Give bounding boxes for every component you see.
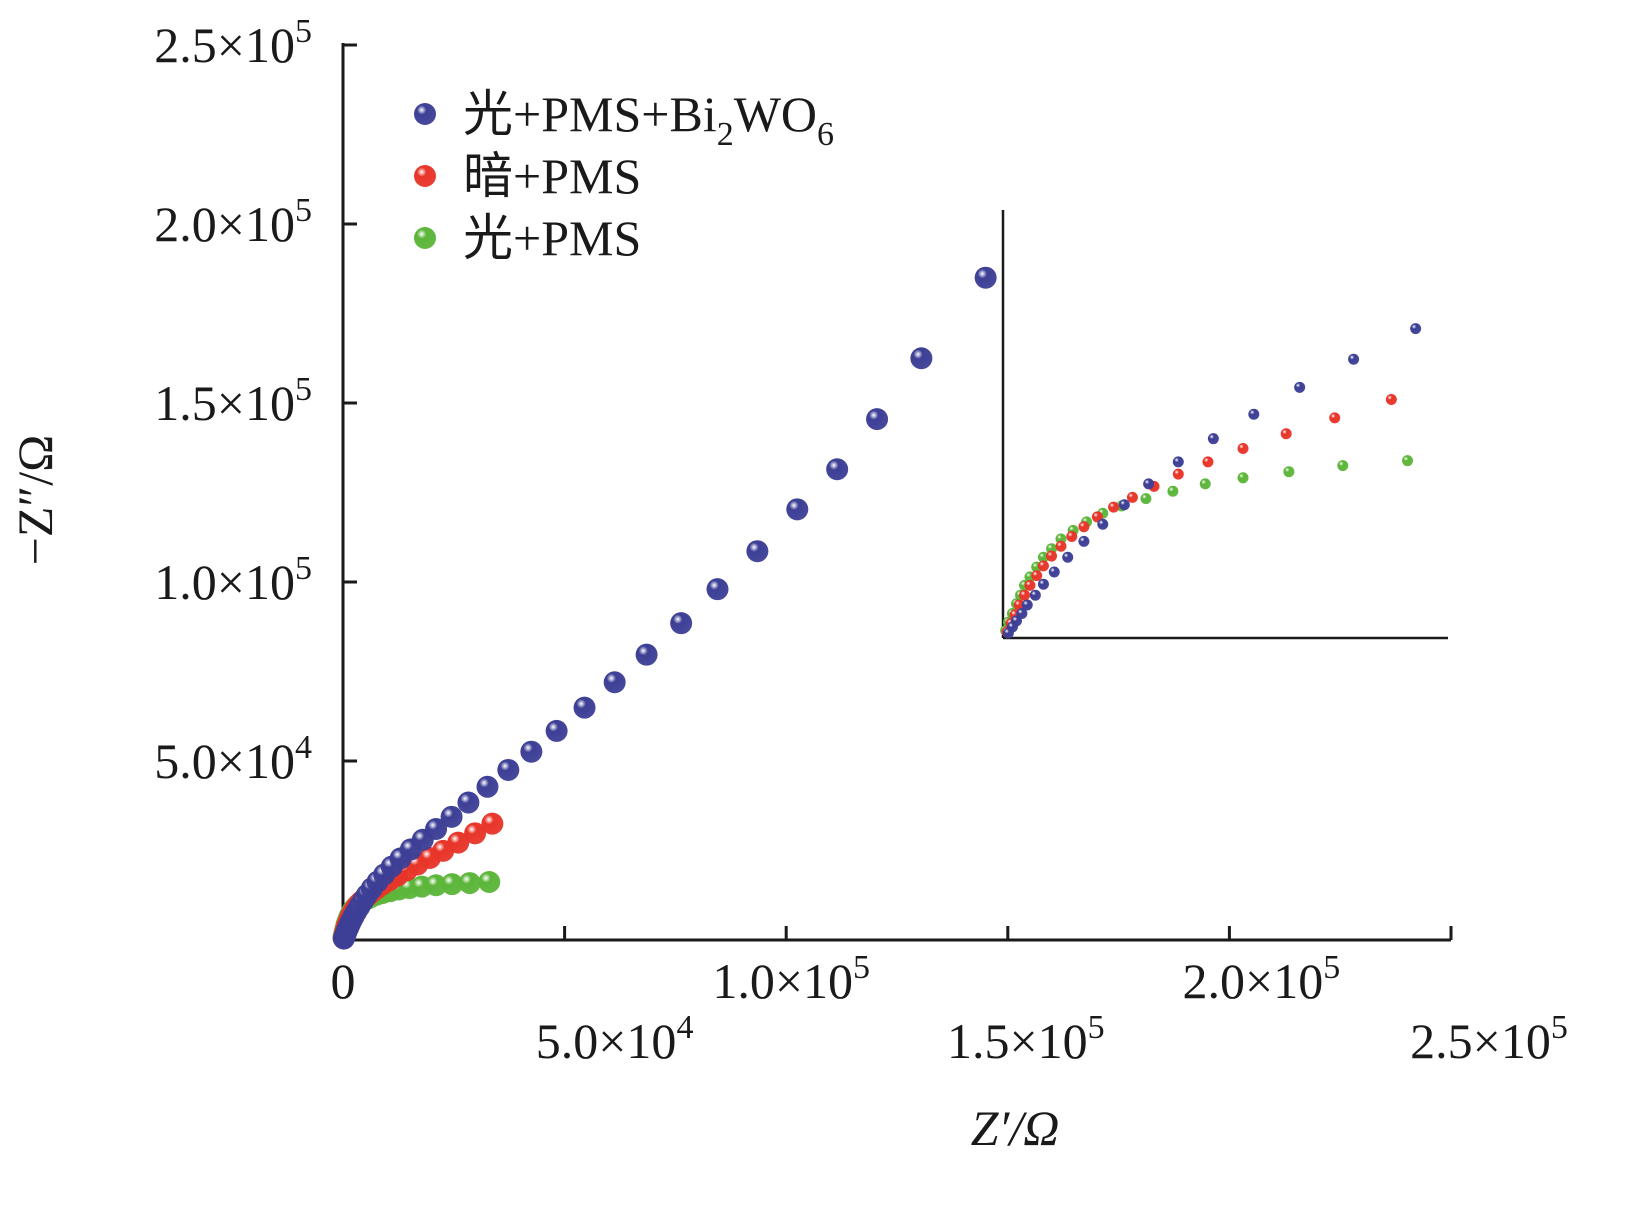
legend-marker-2 — [414, 165, 436, 187]
inset-data-point-series-2 — [1202, 456, 1214, 468]
inset-data-point-series-1 — [1097, 518, 1109, 530]
inset-data-point-series-2 — [1013, 599, 1025, 611]
inset-data-point-series-1 — [1078, 535, 1090, 547]
data-point-series-1 — [670, 612, 693, 635]
inset-data-point-series-3 — [1402, 455, 1414, 467]
main-tick-labels: 5.0×104 1.0×105 1.5×105 2.0×105 2.5×105 0 5.0×… — [154, 13, 1568, 1069]
inset-data-point-series-1 — [1062, 551, 1074, 563]
data-point-series-1 — [866, 408, 889, 431]
data-point-series-1 — [497, 758, 520, 781]
data-point-series-2 — [481, 812, 504, 835]
tick-label: 2.5×105 — [1410, 1009, 1568, 1069]
inset-data-point-series-1 — [1029, 589, 1041, 601]
data-point-series-1 — [635, 643, 658, 666]
inset-data-point-series-3 — [1283, 466, 1295, 478]
tick-label: 1.0×105 — [712, 949, 870, 1009]
data-point-series-2 — [464, 822, 487, 845]
data-point-series-1 — [974, 266, 997, 289]
inset-data-point-series-2 — [1329, 412, 1341, 424]
data-point-series-3 — [478, 871, 501, 894]
main-plot-points — [332, 266, 997, 950]
data-point-series-1 — [786, 498, 809, 521]
x-axis-label: Z′/Ω — [971, 1100, 1060, 1156]
inset-data-point-series-3 — [1037, 551, 1049, 563]
inset-data-point-series-2 — [1126, 491, 1138, 503]
tick-label: 0 — [331, 953, 356, 1009]
data-point-series-1 — [826, 458, 849, 481]
data-point-series-1 — [457, 791, 480, 814]
inset-data-point-series-1 — [1037, 578, 1049, 590]
inset-data-point-series-1 — [1207, 433, 1219, 445]
inset-data-point-series-2 — [1046, 550, 1058, 562]
inset-data-point-series-1 — [1016, 608, 1028, 620]
inset-data-point-series-2 — [1078, 521, 1090, 533]
inset-data-point-series-2 — [1031, 570, 1043, 582]
inset-data-point-series-2 — [1385, 394, 1397, 406]
inset-data-point-series-1 — [1048, 566, 1060, 578]
inset-plot — [1000, 210, 1448, 640]
inset-data-point-series-1 — [1172, 456, 1184, 468]
inset-data-point-series-2 — [1024, 579, 1036, 591]
tick-label: 1.5×105 — [947, 1009, 1105, 1069]
data-point-series-3 — [441, 873, 464, 896]
inset-data-point-series-2 — [1280, 428, 1292, 440]
inset-data-point-series-3 — [1140, 493, 1152, 505]
inset-data-point-series-1 — [1118, 499, 1130, 511]
tick-label: 2.5×105 — [154, 13, 312, 73]
inset-data-point-series-3 — [1199, 478, 1211, 490]
inset-data-point-series-3 — [1167, 485, 1179, 497]
data-point-series-1 — [425, 818, 448, 841]
inset-data-point-series-1 — [1294, 381, 1306, 393]
inset-data-point-series-2 — [1066, 531, 1078, 543]
tick-label: 5.0×104 — [154, 729, 312, 789]
inset-data-point-series-1 — [1021, 599, 1033, 611]
tick-label: 1.0×105 — [154, 550, 312, 610]
inset-data-point-series-1 — [1143, 478, 1155, 490]
y-axis-label: −Z″/Ω — [7, 435, 63, 566]
inset-data-point-series-1 — [1348, 353, 1360, 365]
data-point-series-1 — [440, 805, 463, 828]
inset-data-point-series-3 — [1337, 460, 1349, 472]
legend-marker-1 — [414, 103, 436, 125]
legend-marker-3 — [414, 227, 436, 249]
inset-data-point-series-2 — [1172, 468, 1184, 480]
legend-label-1: 光+PMS+Bi2WO6 — [463, 86, 834, 153]
legend-label-3: 光+PMS — [463, 210, 641, 266]
legend-label-2: 暗+PMS — [463, 148, 641, 204]
tick-label: 2.0×105 — [154, 192, 312, 252]
data-point-series-1 — [476, 775, 499, 798]
data-point-series-1 — [545, 719, 568, 742]
main-axes — [341, 43, 1451, 942]
inset-data-point-series-1 — [1410, 323, 1422, 335]
inset-data-point-series-2 — [1055, 540, 1067, 552]
inset-data-point-series-3 — [1237, 472, 1249, 484]
data-point-series-3 — [425, 874, 448, 897]
data-point-series-1 — [910, 347, 933, 370]
data-point-series-2 — [447, 831, 470, 854]
tick-label: 2.0×105 — [1183, 949, 1341, 1009]
data-point-series-1 — [746, 540, 769, 563]
inset-data-point-series-2 — [1237, 442, 1249, 454]
data-point-series-1 — [603, 671, 626, 694]
inset-data-point-series-2 — [1037, 560, 1049, 572]
data-point-series-3 — [458, 872, 481, 895]
data-point-series-1 — [706, 578, 729, 601]
inset-data-point-series-2 — [1108, 501, 1120, 513]
inset-data-point-series-2 — [1019, 589, 1031, 601]
data-point-series-1 — [520, 740, 543, 763]
data-point-series-1 — [573, 696, 596, 719]
inset-data-point-series-1 — [1248, 408, 1260, 420]
tick-label: 1.5×105 — [154, 371, 312, 431]
tick-label: 5.0×104 — [536, 1009, 694, 1069]
